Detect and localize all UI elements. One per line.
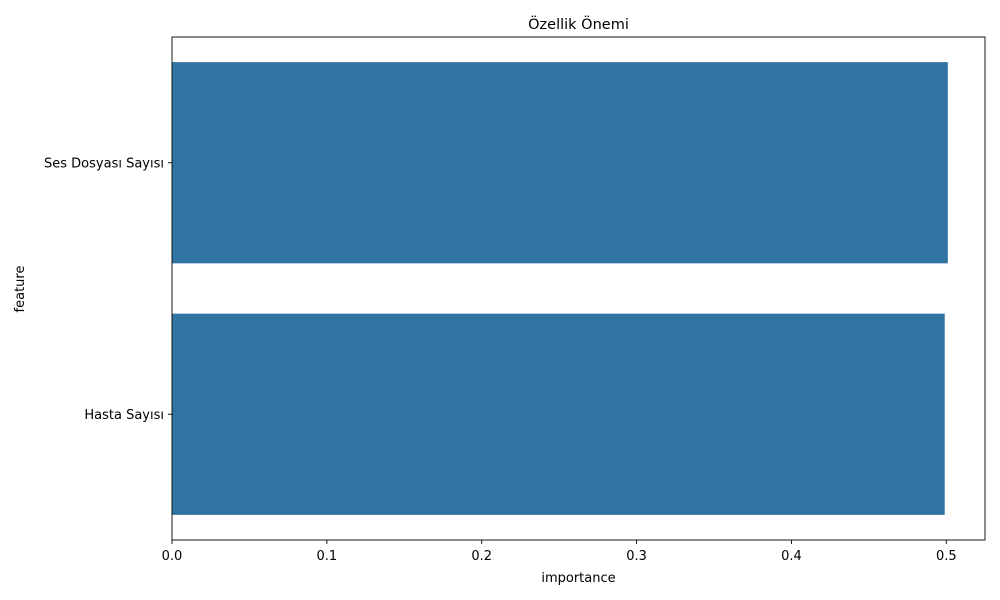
plot-frame [171, 36, 986, 541]
x-tick-label-3: 0.3 [626, 549, 647, 564]
x-tick-label-0: 0.0 [162, 549, 183, 564]
x-tick-label-1: 0.1 [317, 549, 338, 564]
bars-group [172, 62, 948, 515]
x-axis-label: importance [541, 571, 615, 586]
y-tick-label-0: Ses Dosyası Sayısı [44, 156, 164, 171]
bar-0 [172, 62, 948, 264]
y-tick-label-1: Hasta Sayısı [84, 408, 164, 423]
y-axis-label: feature [13, 266, 28, 313]
x-tick-label-2: 0.2 [471, 549, 492, 564]
bar-1 [172, 313, 945, 515]
chart-title: Özellik Önemi [528, 15, 629, 33]
x-tick-label-5: 0.5 [936, 549, 957, 564]
x-ticks-group: 0.0 0.1 0.2 0.3 0.4 0.5 [162, 540, 957, 564]
x-tick-label-4: 0.4 [781, 549, 802, 564]
y-ticks-group: Ses Dosyası Sayısı Hasta Sayısı [44, 156, 172, 423]
